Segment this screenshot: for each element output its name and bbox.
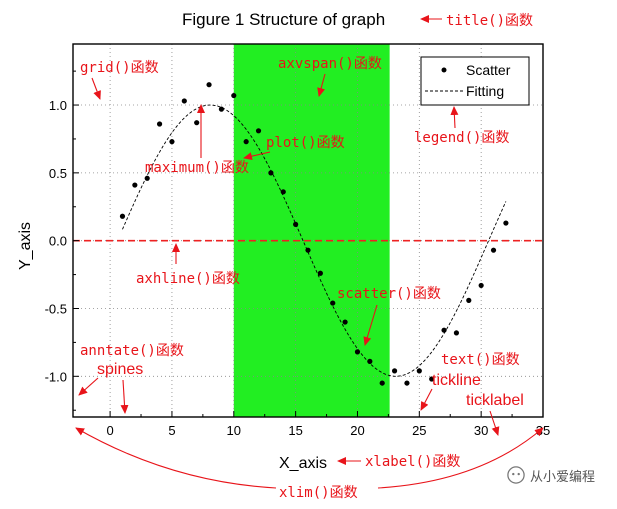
- annotation-anntate: anntate()函数: [80, 343, 184, 359]
- y-tick-label-1: 0.5: [49, 166, 67, 181]
- x-axis-label: X_axis: [279, 455, 327, 472]
- annotation-axhline: axhline()函数: [136, 271, 240, 287]
- y-tick-label-2: 0.0: [49, 234, 67, 249]
- arrow-xlim-right: [377, 427, 544, 489]
- x-tick-label-3: 15: [288, 423, 302, 438]
- scatter-point-29: [478, 282, 484, 289]
- y-ticks: 1.0 0.5 0.0 -0.5 -1.0: [45, 70, 79, 411]
- legend-fitting-label: Fitting: [466, 83, 504, 99]
- annotation-legend: legend()函数: [414, 130, 509, 146]
- scatter-points: [119, 82, 509, 386]
- annotation-title: title()函数: [446, 13, 533, 29]
- y-tick-label-0: 1.0: [49, 98, 67, 113]
- arrow-legend: [450, 106, 459, 129]
- x-tick-label-4: 20: [350, 423, 364, 438]
- arrow-xlim-left: [75, 427, 277, 489]
- scatter-point-14: [293, 221, 299, 227]
- scatter-point-31: [503, 220, 509, 226]
- scatter-point-27: [453, 330, 460, 336]
- x-tick-label-5: 25: [412, 423, 426, 438]
- scatter-point-30: [490, 247, 497, 253]
- annotation-grid: grid()函数: [80, 60, 159, 76]
- scatter-point-17: [330, 300, 336, 306]
- x-tick-label-2: 10: [227, 423, 241, 438]
- scatter-point-15: [305, 247, 311, 253]
- y-tick-label-4: -1.0: [45, 369, 67, 384]
- x-tick-label-0: 0: [106, 423, 113, 438]
- scatter-point-22: [391, 368, 398, 374]
- scatter-point-26: [441, 327, 447, 333]
- arrow-grid: [91, 77, 101, 100]
- scatter-point-24: [416, 368, 422, 374]
- scatter-point-11: [255, 128, 262, 134]
- scatter-point-7: [206, 82, 212, 88]
- scatter-point-3: [156, 121, 163, 127]
- scatter-point-0: [119, 213, 126, 219]
- scatter-point-2: [144, 175, 150, 181]
- fitting-curve: [122, 104, 507, 377]
- scatter-point-18: [342, 319, 348, 325]
- scatter-point-21: [379, 380, 385, 386]
- x-tick-label-6: 30: [474, 423, 488, 438]
- annotation-xlabel: xlabel()函数: [365, 454, 460, 470]
- scatter-point-1: [132, 182, 138, 188]
- arrow-anntate: [78, 377, 99, 396]
- x-tick-label-1: 5: [168, 423, 175, 438]
- scatter-point-16: [317, 270, 323, 276]
- annotation-maximum: maximum()函数: [145, 160, 249, 176]
- legend-scatter-marker: [441, 67, 447, 73]
- annotation-ticklabel: ticklabel: [466, 392, 524, 409]
- scatter-point-25: [429, 376, 435, 382]
- annotations: title()函数 grid()函数 axvspan()函数 legend()函…: [75, 13, 544, 501]
- annotation-scatter: scatter()函数: [337, 286, 441, 302]
- scatter-point-19: [354, 349, 361, 355]
- chart-title: Figure 1 Structure of graph: [182, 10, 385, 29]
- scatter-point-10: [243, 139, 249, 145]
- arrow-spines: [120, 379, 129, 414]
- x-tick-label-7: 35: [536, 423, 550, 438]
- annotation-axvspan: axvspan()函数: [278, 56, 382, 72]
- annotation-spines: spines: [97, 361, 143, 378]
- y-tick-label-3: -0.5: [45, 301, 67, 316]
- y-axis-label: Y_axis: [17, 222, 34, 270]
- arrow-scatter: [363, 304, 378, 346]
- annotation-text: text()函数: [441, 352, 520, 368]
- annotation-tickline: tickline: [432, 372, 481, 389]
- scatter-point-20: [367, 358, 373, 364]
- arrow-axvspan: [317, 73, 326, 97]
- wechat-icon: [507, 466, 525, 484]
- axes-spines: [72, 43, 544, 418]
- scatter-point-9: [231, 92, 237, 99]
- scatter-point-4: [169, 139, 175, 145]
- arrow-plot: [243, 151, 271, 161]
- scatter-point-8: [218, 106, 225, 112]
- arrow-ticklabel: [489, 410, 500, 436]
- scatter-point-23: [404, 380, 410, 386]
- axvspan-band: [233, 44, 390, 417]
- legend: Scatter Fitting: [420, 56, 530, 106]
- scatter-point-5: [181, 98, 187, 104]
- arrow-tickline: [420, 388, 433, 411]
- annotation-xlim: xlim()函数: [279, 485, 358, 501]
- watermark: 从小爱编程: [507, 464, 613, 486]
- legend-scatter-label: Scatter: [466, 62, 511, 78]
- scatter-point-28: [466, 297, 472, 303]
- annotation-plot: plot()函数: [266, 135, 345, 151]
- scatter-point-6: [194, 120, 200, 126]
- legend-box: [420, 56, 530, 106]
- watermark-text: 从小爱编程: [530, 469, 596, 485]
- scatter-point-12: [268, 170, 274, 176]
- scatter-point-13: [280, 189, 286, 195]
